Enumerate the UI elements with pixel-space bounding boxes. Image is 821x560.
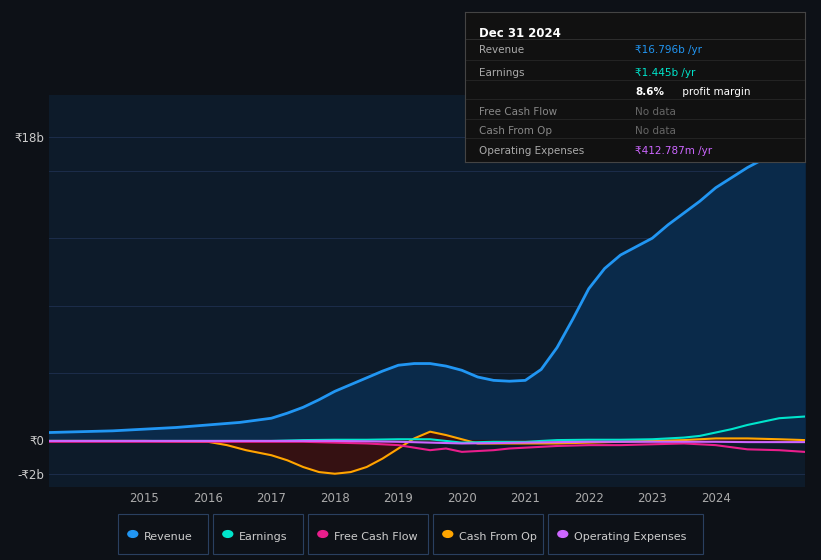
Text: No data: No data (635, 126, 676, 136)
Text: Earnings: Earnings (479, 68, 524, 77)
Text: profit margin: profit margin (679, 87, 750, 97)
Text: Dec 31 2024: Dec 31 2024 (479, 27, 561, 40)
Text: Revenue: Revenue (144, 532, 193, 542)
Text: ₹412.787m /yr: ₹412.787m /yr (635, 146, 712, 156)
Text: Operating Expenses: Operating Expenses (574, 532, 686, 542)
Text: ₹1.445b /yr: ₹1.445b /yr (635, 68, 695, 77)
Text: Free Cash Flow: Free Cash Flow (334, 532, 418, 542)
Text: Cash From Op: Cash From Op (459, 532, 537, 542)
Text: ₹16.796b /yr: ₹16.796b /yr (635, 45, 702, 55)
Text: No data: No data (635, 106, 676, 116)
Text: Revenue: Revenue (479, 45, 524, 55)
Text: 8.6%: 8.6% (635, 87, 664, 97)
Text: Free Cash Flow: Free Cash Flow (479, 106, 557, 116)
Text: Earnings: Earnings (239, 532, 288, 542)
Text: Cash From Op: Cash From Op (479, 126, 552, 136)
Text: Operating Expenses: Operating Expenses (479, 146, 584, 156)
